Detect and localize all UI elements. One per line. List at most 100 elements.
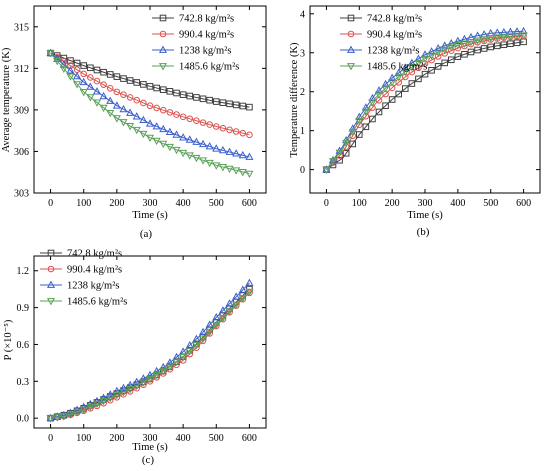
data-point xyxy=(53,412,62,420)
y-tick-label: 0.6 xyxy=(17,340,30,351)
data-point xyxy=(362,123,370,131)
data-point xyxy=(205,142,214,150)
legend-label: 742.8 kg/m²s xyxy=(367,14,422,25)
series-3 xyxy=(46,288,254,423)
data-point xyxy=(152,372,161,380)
legend-label: 1238 kg/m²s xyxy=(179,46,231,57)
data-point xyxy=(192,342,201,350)
x-tick-label: 600 xyxy=(516,198,531,209)
data-point xyxy=(349,140,357,148)
data-point xyxy=(428,56,435,64)
data-point xyxy=(407,58,416,67)
data-point xyxy=(172,130,181,138)
data-point xyxy=(165,363,174,372)
data-point xyxy=(454,53,462,60)
data-point xyxy=(487,43,495,51)
data-point xyxy=(434,49,443,57)
y-axis-title: Temperature difference (K) xyxy=(289,42,300,158)
y-tick-label: 0 xyxy=(300,165,305,176)
data-point xyxy=(86,94,95,102)
legend: 742.8 kg/m²s 990.4 kg/m²s 1238 kg/m²s 1485.… xyxy=(340,14,427,73)
data-point xyxy=(499,33,508,42)
data-point xyxy=(146,83,154,90)
data-point xyxy=(100,81,107,88)
data-point xyxy=(86,82,95,90)
data-point xyxy=(172,358,181,367)
legend-label: 1485.6 kg/m²s xyxy=(367,62,427,73)
data-point xyxy=(119,383,128,392)
data-point xyxy=(99,104,108,113)
data-point xyxy=(186,115,194,123)
x-axis-title: Time (s) xyxy=(407,210,443,221)
data-point xyxy=(179,113,187,121)
data-point xyxy=(152,366,161,375)
data-point xyxy=(401,68,410,77)
data-point xyxy=(355,131,363,138)
data-point xyxy=(401,85,409,92)
data-point xyxy=(447,38,456,47)
data-point xyxy=(106,84,114,92)
data-point xyxy=(153,104,160,112)
x-tick-label: 300 xyxy=(143,433,158,444)
data-point xyxy=(198,157,208,165)
data-point xyxy=(166,88,174,95)
series-3 xyxy=(46,50,254,179)
data-point xyxy=(66,66,75,74)
data-point xyxy=(199,95,207,103)
data-point xyxy=(112,386,121,395)
data-point xyxy=(480,45,488,52)
data-point xyxy=(159,86,167,93)
data-point xyxy=(512,32,522,41)
data-point xyxy=(441,50,449,57)
x-axis-title: Time (s) xyxy=(132,210,168,221)
data-point xyxy=(361,108,370,117)
data-point xyxy=(173,111,180,118)
data-point xyxy=(92,400,102,409)
data-point xyxy=(145,119,155,127)
data-point xyxy=(388,73,397,81)
data-point xyxy=(460,34,469,43)
data-point xyxy=(335,149,344,157)
data-point xyxy=(225,147,234,155)
data-point xyxy=(152,122,161,130)
data-point xyxy=(440,41,449,49)
legend-marker xyxy=(47,249,55,257)
data-point xyxy=(99,397,108,406)
data-point xyxy=(106,96,115,104)
data-point xyxy=(474,46,481,54)
data-point xyxy=(113,88,121,96)
legend-marker xyxy=(158,63,168,71)
x-tick-label: 400 xyxy=(176,433,191,444)
y-tick-label: 1.2 xyxy=(17,266,30,277)
data-point xyxy=(93,402,101,410)
data-point xyxy=(218,145,227,154)
legend-marker xyxy=(346,63,356,71)
data-point xyxy=(206,330,213,337)
data-point xyxy=(408,80,416,87)
series-0 xyxy=(323,38,527,173)
data-point xyxy=(193,117,200,124)
data-point xyxy=(73,59,81,67)
legend-marker xyxy=(159,14,167,22)
panel-label: (c) xyxy=(142,454,155,466)
data-point xyxy=(173,89,180,97)
legend: 742.8 kg/m²s 990.4 kg/m²s 1238 kg/m²s 1485.… xyxy=(152,14,239,73)
data-point xyxy=(87,74,94,81)
y-tick-label: 0.9 xyxy=(17,303,30,314)
x-tick-label: 300 xyxy=(418,198,433,209)
data-point xyxy=(245,170,254,179)
series-line-0 xyxy=(50,52,250,108)
data-point xyxy=(46,50,55,58)
data-point xyxy=(198,327,208,336)
data-point xyxy=(59,413,68,421)
data-point xyxy=(394,73,403,82)
data-point xyxy=(212,123,220,130)
data-point xyxy=(152,137,161,146)
data-point xyxy=(506,33,515,41)
data-point xyxy=(401,63,410,71)
data-point xyxy=(92,99,102,107)
series-line-1 xyxy=(50,52,250,136)
data-point xyxy=(388,79,397,87)
data-point xyxy=(342,139,351,148)
